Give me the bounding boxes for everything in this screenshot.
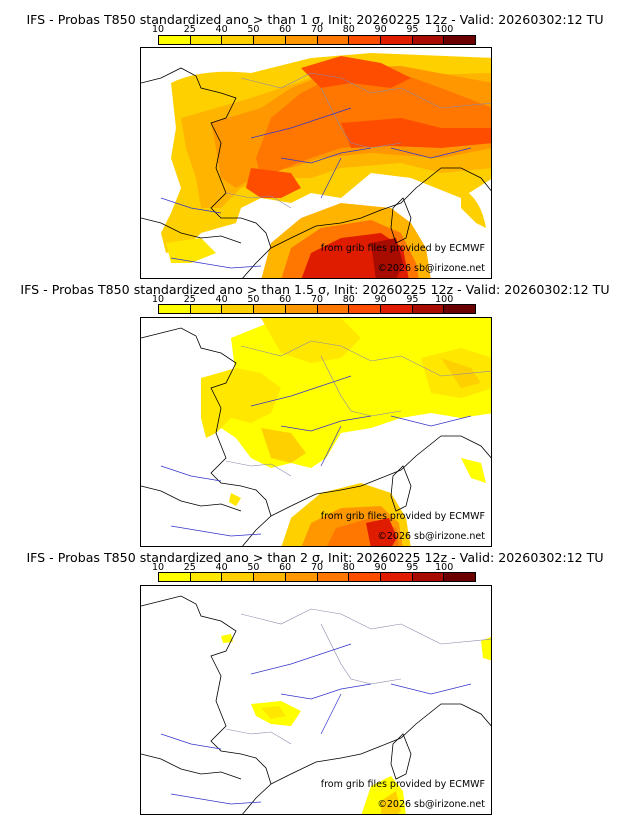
colorbar-segment <box>190 573 223 581</box>
colorbar-segment <box>412 573 445 581</box>
map-canvas <box>141 53 491 278</box>
colorbar-segment <box>190 36 223 44</box>
colorbar-segment <box>412 36 445 44</box>
colorbar-tick-label: 10 <box>151 562 165 573</box>
colorbar-segment <box>222 573 255 581</box>
colorbar-tick-label: 10 <box>151 24 165 35</box>
colorbar-segment <box>412 305 445 313</box>
colorbar-segment <box>190 305 223 313</box>
colorbar <box>158 35 476 45</box>
colorbar-tick-label: 10 <box>151 294 165 305</box>
colorbar-segment <box>444 36 476 44</box>
colorbar-tick-label: 95 <box>406 294 419 305</box>
coastlines <box>141 595 491 814</box>
panel-2sigma: IFS - Probas T850 standardized ano > tha… <box>0 548 630 828</box>
colorbar-segment <box>254 36 286 44</box>
colorbar-tick-label: 60 <box>279 562 292 573</box>
colorbar-tick-label: 70 <box>310 294 324 305</box>
panel-title: IFS - Probas T850 standardized ano > tha… <box>26 12 604 27</box>
colorbar-tick-label: 90 <box>374 24 387 35</box>
colorbar-tick-label: 25 <box>183 562 196 573</box>
probability-field <box>161 53 491 278</box>
data-credit: from grib files provided by ECMWF <box>320 779 485 790</box>
colorbar-tick-label: 40 <box>215 562 228 573</box>
panel-1-5sigma: IFS - Probas T850 standardized ano > tha… <box>0 280 630 548</box>
copyright: ©2026 sb@irizone.net <box>377 531 485 542</box>
colorbar-tick-label: 40 <box>215 294 228 305</box>
map: from grib files provided by ECMWF ©2026 … <box>140 47 492 279</box>
colorbar-segment <box>317 573 350 581</box>
colorbar-segment <box>380 305 413 313</box>
map-canvas <box>141 595 491 814</box>
colorbar-segment <box>349 36 381 44</box>
colorbar-tick-label: 50 <box>247 24 260 35</box>
colorbar-segment <box>254 573 286 581</box>
colorbar-tick-label: 50 <box>247 562 260 573</box>
panel-title: IFS - Probas T850 standardized ano > tha… <box>20 282 610 297</box>
colorbar <box>158 572 476 582</box>
colorbar-segment <box>317 305 350 313</box>
colorbar-tick-label: 25 <box>183 294 196 305</box>
colorbar <box>158 304 476 314</box>
colorbar-ticks: 10 25 40 50 60 70 80 90 95 100 <box>152 294 476 305</box>
colorbar-tick-label: 25 <box>183 24 196 35</box>
colorbar-tick-label: 100 <box>435 24 454 35</box>
probability-field <box>221 634 491 814</box>
colorbar-segment <box>222 36 255 44</box>
colorbar-segment <box>285 305 318 313</box>
panel-1sigma: IFS - Probas T850 standardized ano > tha… <box>0 0 630 280</box>
borders <box>225 72 491 209</box>
colorbar-tick-label: 100 <box>435 294 454 305</box>
colorbar-tick-label: 90 <box>374 562 387 573</box>
data-credit: from grib files provided by ECMWF <box>320 511 485 522</box>
copyright: ©2026 sb@irizone.net <box>377 799 485 810</box>
probability-field <box>201 318 491 546</box>
colorbar-segment <box>444 305 476 313</box>
colorbar-segment <box>444 573 476 581</box>
rivers <box>160 643 472 805</box>
map-canvas <box>141 318 491 546</box>
colorbar-segment <box>349 573 381 581</box>
colorbar-tick-label: 80 <box>342 562 355 573</box>
colorbar-tick-label: 95 <box>406 24 419 35</box>
rivers <box>160 107 472 269</box>
colorbar-segment <box>317 36 350 44</box>
colorbar-tick-label: 90 <box>374 294 387 305</box>
colorbar-tick-label: 40 <box>215 24 228 35</box>
colorbar-tick-label: 95 <box>406 562 419 573</box>
copyright: ©2026 sb@irizone.net <box>377 263 485 274</box>
colorbar-tick-label: 80 <box>342 24 355 35</box>
colorbar-segment <box>380 573 413 581</box>
colorbar-segment <box>222 305 255 313</box>
colorbar-segment <box>380 36 413 44</box>
colorbar-tick-label: 100 <box>435 562 454 573</box>
colorbar-segment <box>159 36 191 44</box>
map: from grib files provided by ECMWF ©2026 … <box>140 317 492 547</box>
coastlines <box>141 67 491 278</box>
colorbar-ticks: 10 25 40 50 60 70 80 90 95 100 <box>152 24 476 35</box>
colorbar-tick-label: 50 <box>247 294 260 305</box>
colorbar-tick-label: 60 <box>279 24 292 35</box>
colorbar-tick-label: 70 <box>310 562 324 573</box>
colorbar-ticks: 10 25 40 50 60 70 80 90 95 100 <box>152 562 476 573</box>
colorbar-segment <box>159 305 191 313</box>
rivers <box>160 375 472 537</box>
coastlines <box>141 327 491 546</box>
colorbar-segment <box>159 573 191 581</box>
data-credit: from grib files provided by ECMWF <box>320 243 485 254</box>
map: from grib files provided by ECMWF ©2026 … <box>140 585 492 815</box>
colorbar-segment <box>285 573 318 581</box>
colorbar-segment <box>285 36 318 44</box>
borders <box>225 340 491 477</box>
colorbar-tick-label: 80 <box>342 294 355 305</box>
colorbar-segment <box>254 305 286 313</box>
borders <box>225 608 491 745</box>
panel-title: IFS - Probas T850 standardized ano > tha… <box>26 550 604 565</box>
colorbar-segment <box>349 305 381 313</box>
colorbar-tick-label: 60 <box>279 294 292 305</box>
colorbar-tick-label: 70 <box>310 24 324 35</box>
